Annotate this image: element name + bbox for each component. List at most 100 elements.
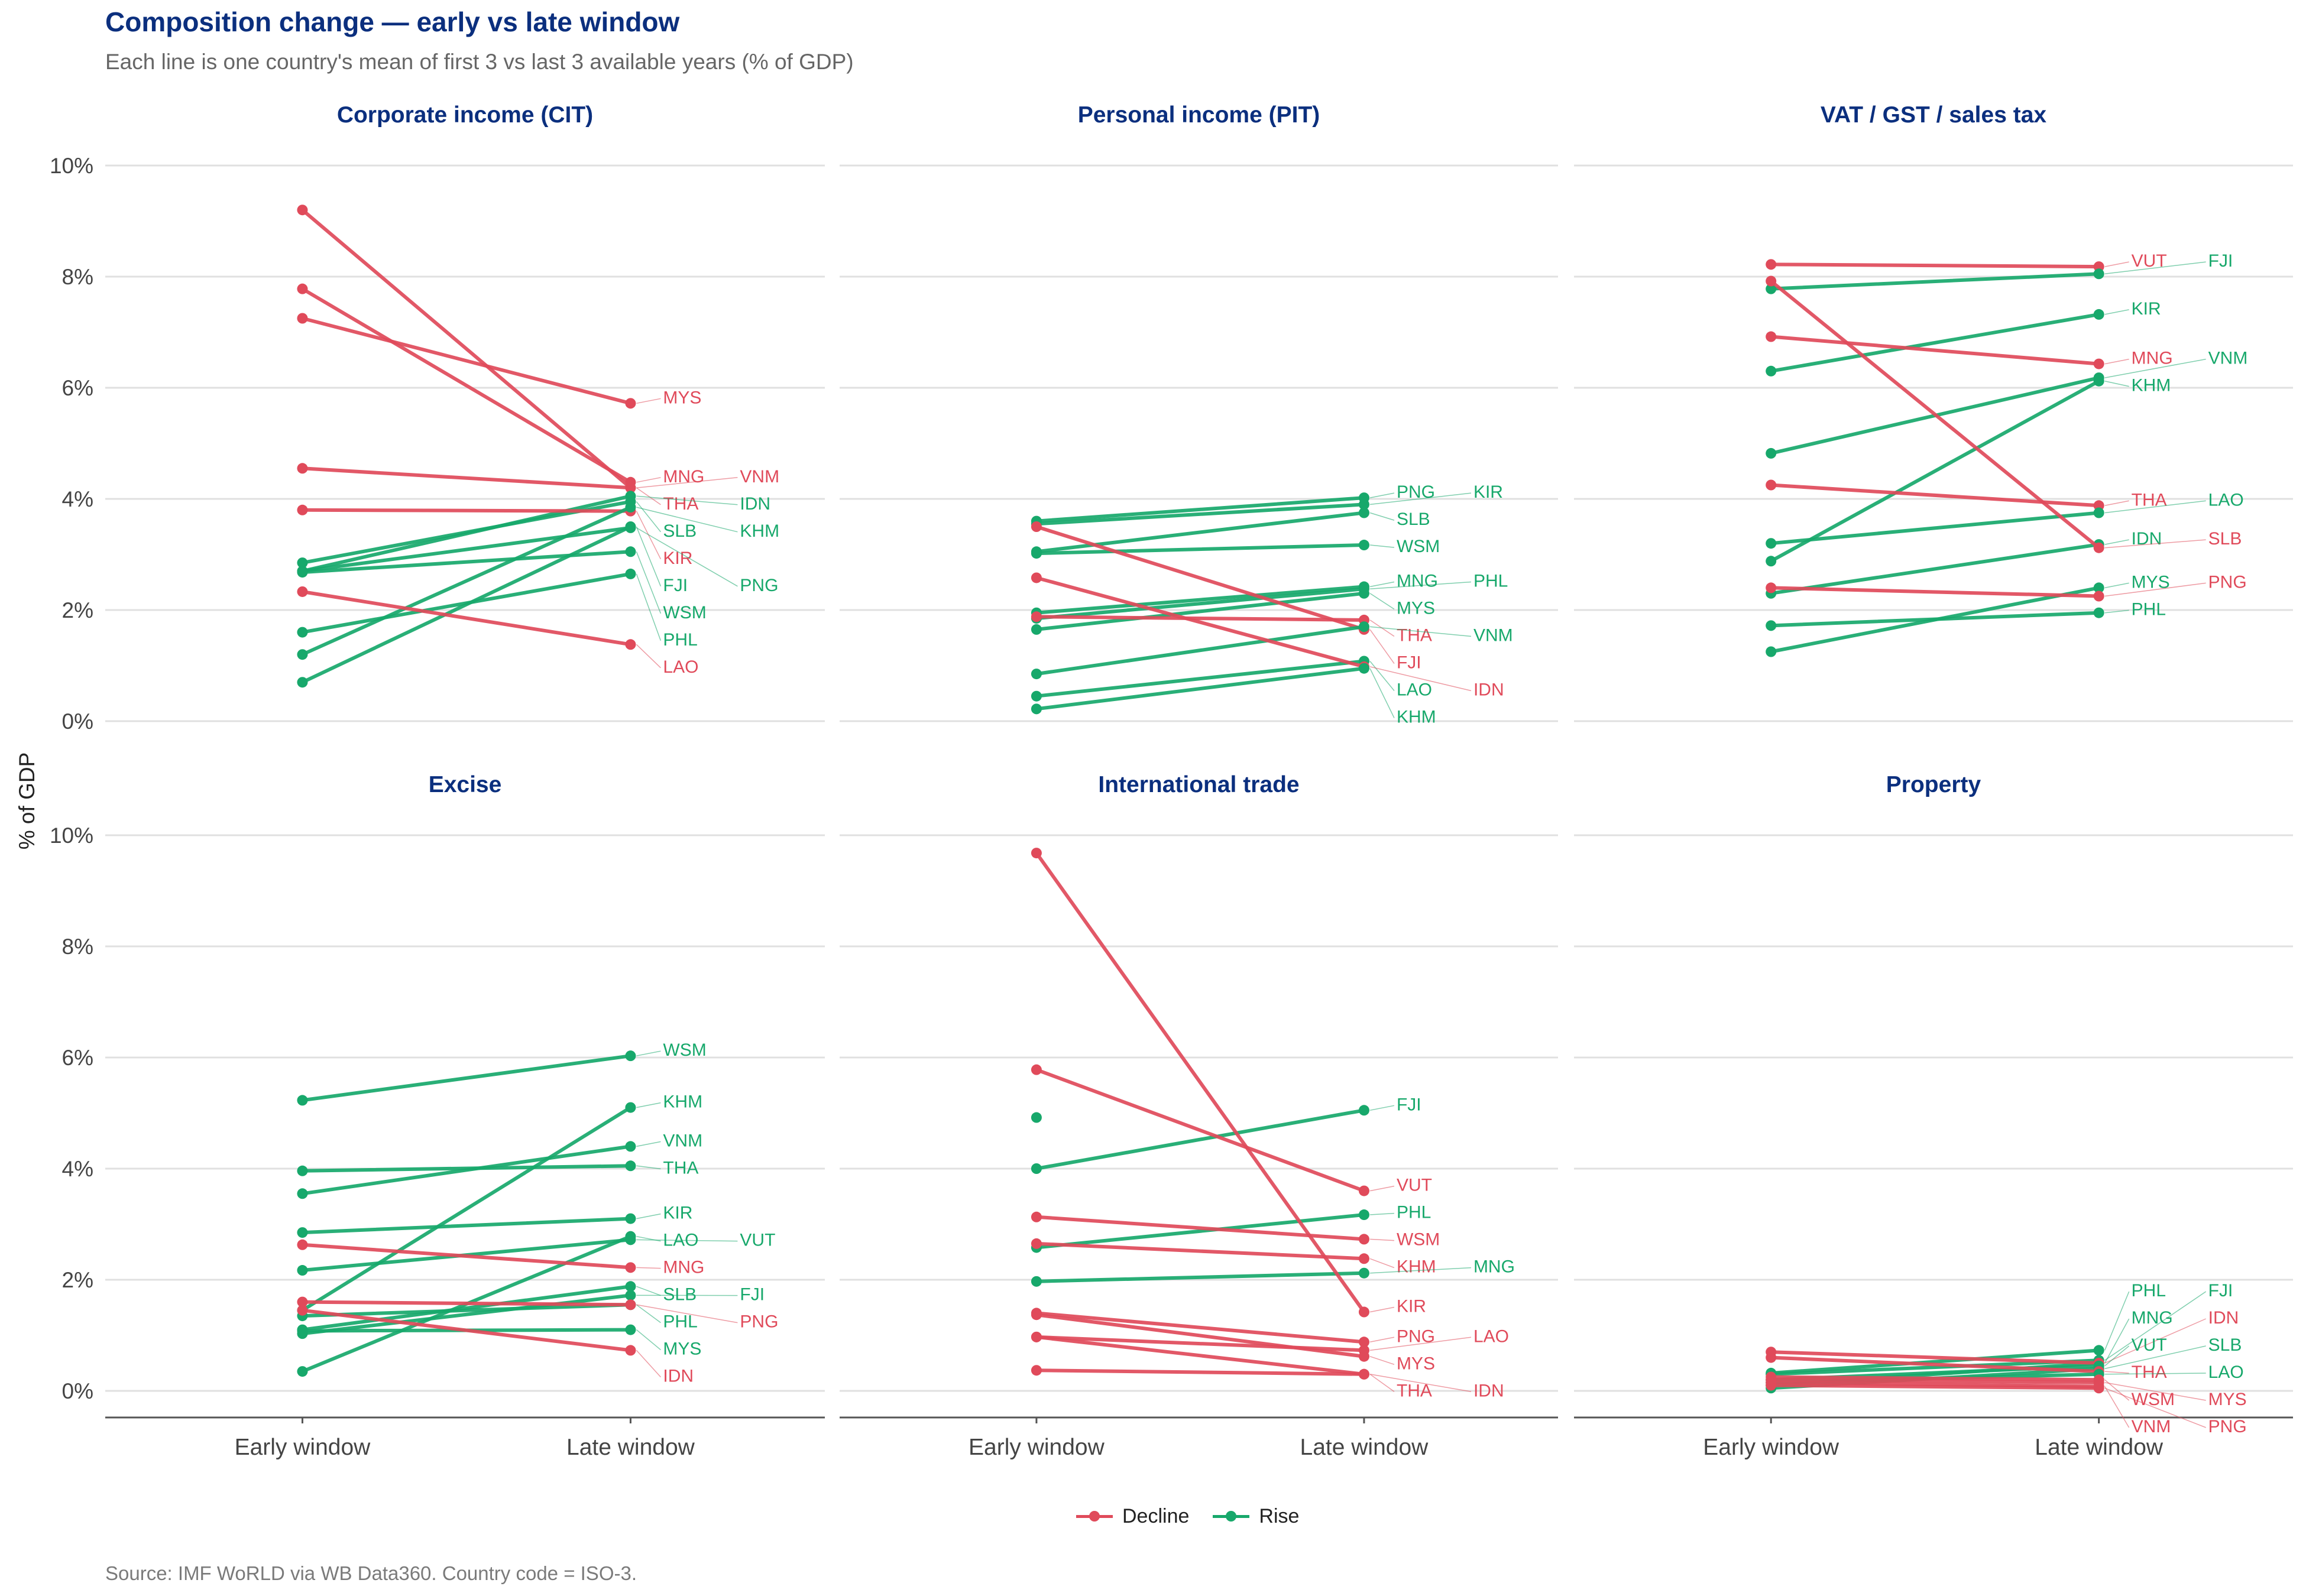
series-line-phl [1769,611,2101,628]
country-label: PNG [2208,572,2247,592]
series-line-khm [300,505,633,657]
legend-dot-rise [1226,1511,1237,1522]
series-line-tha [300,1164,633,1173]
point-late-idn [625,491,636,502]
country-label: LAO [1473,1326,1509,1346]
label-leader [1369,1105,1395,1111]
country-label: IDN [1473,680,1504,700]
series-line-phl [1034,1213,1366,1250]
label-leader [1369,1337,1395,1343]
country-label: MNG [663,1258,704,1277]
series-line-mng [1034,585,1366,615]
point-late-vnm [1358,621,1369,632]
label-leader [1369,1374,1395,1392]
y-tick-label: 4% [62,1157,93,1181]
country-label: PHL [1473,572,1508,591]
point-early-fji [1766,283,1777,294]
point-early-kir [297,1227,308,1238]
point-late-phl [2093,607,2104,618]
series-line-tha [1034,615,1366,622]
label-leader [1369,581,1472,590]
y-tick-label: 0% [62,1379,93,1403]
label-leader [1369,668,1395,718]
label-leader [2104,1387,2206,1428]
point-early-phl [297,627,308,638]
series-line-phl [300,572,633,634]
point-early-mng [297,1239,308,1250]
series-line-fji [1034,525,1366,631]
point-late-mys [625,1324,636,1335]
point-late-phl [1358,1209,1369,1221]
country-label: FJI [2208,1281,2233,1300]
series-line-slb [300,1284,633,1332]
x-tick-label: Early window [1703,1435,1839,1460]
point-late-mng [625,1262,636,1273]
point-early-vut [297,1265,308,1276]
country-label: IDN [1473,1381,1504,1400]
facet-panel-5: International trade Early window Late wind… [840,772,1558,1460]
series-line-lao [1769,511,2101,546]
point-early-wsm [297,567,308,578]
point-early-fji [297,677,308,688]
point-early-vnm [1766,447,1777,459]
label-leader [636,501,661,533]
country-label: VUT [2132,251,2167,271]
label-leader [2104,1373,2206,1375]
point-late-png [2093,1383,2104,1394]
label-leader [636,1050,661,1056]
label-leader [2104,380,2129,387]
country-label: LAO [1397,680,1432,700]
series-line-kir [300,1217,633,1235]
point-early-fji [1031,521,1042,532]
country-label: LAO [2208,490,2244,510]
point-late-khm [625,502,636,513]
label-leader [2104,500,2129,507]
country-label: VNM [2132,1417,2171,1436]
x-tick-label: Late window [1300,1435,1429,1460]
x-tick-label: Early window [969,1435,1105,1460]
facet-panel-3: VAT / GST / sales tax VUT FJI KIR MNG VNM KHM T… [1574,102,2293,722]
y-axis-title: % of GDP [15,752,39,850]
country-label: PHL [2132,1281,2166,1300]
point-late-fji [625,1290,636,1301]
label-leader [2104,1386,2130,1428]
facet-panel-6: Property Early window Late window PHL FJI MNG… [1574,772,2293,1460]
y-tick-label: 2% [62,598,93,622]
country-label: KIR [663,1204,692,1223]
point-late-khm [1358,1253,1369,1264]
label-leader [2104,1291,2130,1351]
series-line-khm [1034,666,1366,711]
source-caption: Source: IMF WoRLD via WB Data360. Countr… [105,1562,637,1584]
point-late-wsm [1358,540,1369,551]
country-label: WSM [663,1040,706,1060]
country-label: MYS [1397,1354,1435,1373]
point-early-slb [1766,275,1777,287]
point-early-mys [297,313,308,324]
country-label: PNG [1397,482,1435,502]
point-late-tha [625,1160,636,1172]
point-late-mys [625,398,636,409]
label-leader [636,487,661,505]
point-late-lao [625,639,636,650]
country-label: IDN [740,494,770,514]
point-early-vnm [1031,669,1042,680]
series-line-mys [1034,1313,1366,1358]
point-late-wsm [625,546,636,557]
country-label: IDN [663,1367,694,1386]
point-late-khm [2093,375,2104,387]
point-late-slb [2093,542,2104,553]
label-leader [1369,666,1472,692]
panel-title: Property [1886,772,1981,797]
country-label: SLB [2208,529,2242,549]
country-label: MNG [1397,572,1438,591]
point-late-vnm [625,1141,636,1152]
label-leader [1369,544,1395,548]
point-early-slb [297,557,308,569]
chart-subtitle: Each line is one country's mean of first… [105,50,854,74]
label-leader [1369,1238,1394,1241]
country-label: MYS [663,388,701,407]
label-leader [636,644,661,669]
series-line-phl [1769,1348,2101,1375]
country-label: WSM [1397,1230,1440,1250]
label-leader [636,1239,738,1242]
